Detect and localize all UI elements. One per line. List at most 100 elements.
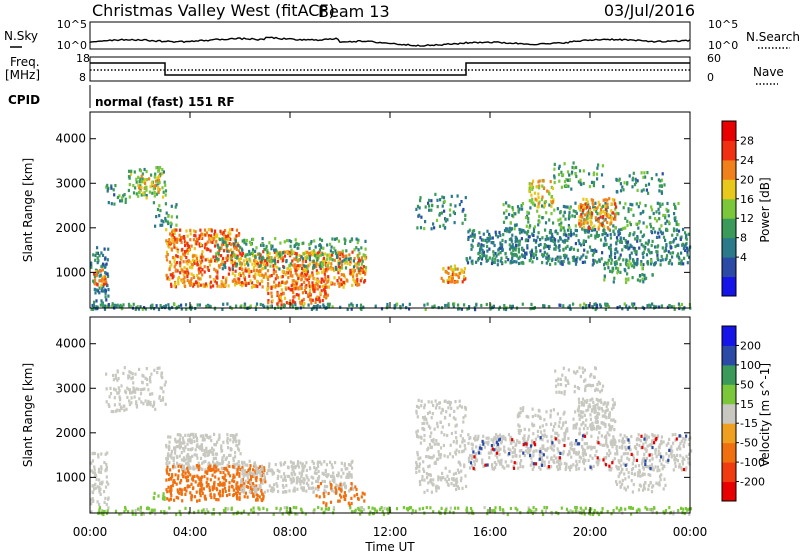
power-cell xyxy=(181,268,184,272)
power-cell xyxy=(357,255,360,259)
velocity-cell xyxy=(202,487,205,491)
power-cell xyxy=(602,243,605,247)
velocity-cell xyxy=(292,479,295,483)
power-cell xyxy=(290,288,293,292)
power-cell xyxy=(93,287,96,291)
power-cell xyxy=(338,268,341,272)
velocity-cell xyxy=(218,483,221,487)
power-cell xyxy=(566,238,569,243)
power-cell xyxy=(631,203,634,207)
velocity-cell xyxy=(333,479,336,484)
power-cell xyxy=(216,284,219,288)
velocity-cell xyxy=(317,505,320,510)
power-cell xyxy=(605,204,608,208)
power-cell xyxy=(346,261,349,265)
velocity-cell xyxy=(471,509,474,513)
velocity-cell xyxy=(320,462,323,466)
velocity-cell xyxy=(219,494,222,498)
velocity-cell xyxy=(232,463,235,467)
velocity-cell xyxy=(415,470,418,474)
nave-tick-bottom: 0 xyxy=(707,71,714,84)
power-cell xyxy=(589,209,592,213)
velocity-cell xyxy=(201,448,204,452)
power-cell xyxy=(341,254,344,258)
power-cell xyxy=(632,260,635,264)
power-cell xyxy=(586,221,589,225)
power-cell xyxy=(549,236,552,240)
velocity-cell xyxy=(200,475,204,479)
velocity-cell xyxy=(361,491,364,495)
velocity-cell xyxy=(544,509,547,513)
velocity-cell xyxy=(603,456,606,460)
velocity-cell xyxy=(217,462,220,466)
power-cell xyxy=(220,246,223,250)
power-cell xyxy=(593,302,596,307)
velocity-cell xyxy=(178,446,181,450)
power-cell xyxy=(351,250,354,254)
velocity-cell xyxy=(453,506,457,510)
power-cell xyxy=(439,212,442,216)
velocity-cell xyxy=(382,512,385,517)
power-cell xyxy=(511,208,515,212)
velocity-cell xyxy=(232,473,235,477)
power-cell xyxy=(451,280,454,284)
power-cell xyxy=(658,211,661,215)
power-cell xyxy=(625,245,628,249)
power-cell xyxy=(349,261,352,265)
velocity-cell xyxy=(437,478,440,482)
power-cell xyxy=(531,260,534,264)
power-cell xyxy=(604,198,607,202)
power-cell xyxy=(321,278,324,282)
velocity-cell xyxy=(199,456,203,460)
power-cell xyxy=(600,211,603,215)
velocity-cell xyxy=(187,447,190,452)
power-cell xyxy=(144,186,147,190)
velocity-cell xyxy=(216,463,219,468)
velocity-cell xyxy=(421,506,425,510)
velocity-cell xyxy=(94,471,97,475)
power-cell xyxy=(441,204,444,208)
power-cell xyxy=(291,305,294,309)
power-cell xyxy=(106,272,109,276)
velocity-cell xyxy=(254,469,257,473)
power-cell xyxy=(606,233,609,237)
power-cell xyxy=(178,237,181,241)
power-cell xyxy=(107,294,110,298)
power-cell xyxy=(661,202,664,206)
power-cell xyxy=(603,212,607,216)
power-cell xyxy=(200,261,203,265)
power-cell xyxy=(513,227,516,231)
power-cell xyxy=(234,269,237,273)
power-cell xyxy=(331,253,334,257)
power-cell xyxy=(340,266,344,270)
power-cell xyxy=(576,248,579,252)
velocity-cell xyxy=(427,400,430,404)
power-cell xyxy=(602,198,605,202)
power-cell xyxy=(326,243,329,247)
velocity-cell xyxy=(101,512,104,516)
power-cell xyxy=(642,255,645,259)
power-cell xyxy=(173,239,176,243)
power-cell xyxy=(575,165,578,170)
power-cell xyxy=(203,270,206,274)
velocity-cell xyxy=(174,449,177,453)
velocity-cell xyxy=(219,462,222,466)
power-cell xyxy=(596,260,599,264)
power-cell xyxy=(293,263,296,267)
power-cell xyxy=(174,285,177,289)
velocity-cell xyxy=(276,484,279,488)
power-cell xyxy=(569,228,572,232)
velocity-cell xyxy=(228,481,231,485)
velocity-cell xyxy=(335,484,338,488)
velocity-cell xyxy=(187,479,190,483)
power-cell xyxy=(173,284,176,288)
power-cell xyxy=(317,256,320,260)
velocity-cell xyxy=(223,476,226,481)
velocity-cell xyxy=(170,477,173,481)
velocity-cell xyxy=(668,506,671,510)
velocity-cell xyxy=(297,465,301,469)
velocity-cell xyxy=(296,487,299,491)
power-cell xyxy=(239,305,242,309)
power-cell xyxy=(161,305,164,309)
power-cell xyxy=(423,227,426,231)
